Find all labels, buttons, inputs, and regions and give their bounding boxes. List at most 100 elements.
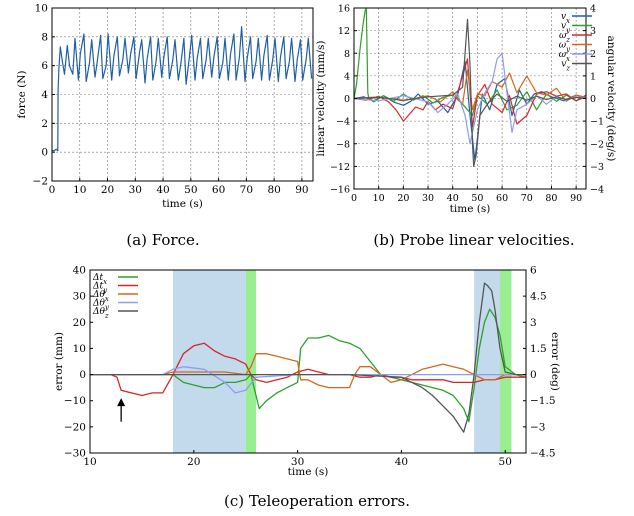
y2-tick-label: −1 xyxy=(590,117,604,128)
y-tick-label: 6 xyxy=(41,60,48,72)
series-line xyxy=(90,366,526,394)
y-tick-label: −10 xyxy=(64,395,86,407)
x-tick-label: 0 xyxy=(351,193,357,204)
legend-label: vx xyxy=(561,12,570,25)
x-tick-label: 40 xyxy=(447,193,459,204)
y2-tick-label: −1.5 xyxy=(530,395,556,407)
y-tick-label: 10 xyxy=(35,3,48,15)
x-tick-label: 50 xyxy=(184,184,197,196)
y2-tick-label: 0 xyxy=(530,369,537,381)
series-line xyxy=(90,308,527,423)
x-tick-label: 10 xyxy=(73,184,86,196)
x-tick-label: 90 xyxy=(570,193,582,204)
y2-tick-label: −3 xyxy=(530,421,545,433)
y-tick-label: 12 xyxy=(338,26,350,37)
series-line xyxy=(353,52,587,145)
x-tick-label: 70 xyxy=(240,184,253,196)
y-tick-label: −4 xyxy=(336,117,350,128)
series-line xyxy=(52,26,313,152)
y2-tick-label: −2 xyxy=(590,139,604,150)
y-tick-label: −8 xyxy=(336,139,350,150)
legend-label: Δθy xyxy=(92,299,110,312)
y-tick-label: −30 xyxy=(64,448,86,460)
x-tick-label: 30 xyxy=(291,456,304,468)
series-line xyxy=(90,282,526,433)
y2-tick-label: 2 xyxy=(590,49,596,60)
x-tick-label: 30 xyxy=(422,193,434,204)
y-tick-label: 16 xyxy=(338,4,350,15)
caption-b: (b) Probe linear velocities. xyxy=(373,231,574,249)
y2-tick-label: 4.5 xyxy=(530,291,547,303)
y2-tick-label: 1 xyxy=(590,71,596,82)
y-axis-label: linear velocity (mm/s) xyxy=(315,41,327,157)
x-tick-label: 10 xyxy=(373,193,385,204)
velocity-chart: 0 10 20 30 40 50 60 70 80 90−16−12−8−40481216−4−3… xyxy=(315,4,617,216)
y2-tick-label: 0 xyxy=(590,94,596,105)
x-tick-label: 80 xyxy=(545,193,557,204)
legend-label: vz xyxy=(561,60,570,73)
y2-tick-label: 1.5 xyxy=(530,343,547,355)
x-tick-label: 50 xyxy=(471,193,483,204)
y2-tick-label: −4 xyxy=(590,185,604,196)
y2-axis-label: angular velocity (deg/s) xyxy=(605,36,617,162)
plot-frame xyxy=(89,269,527,454)
y2-tick-label: −3 xyxy=(590,162,604,173)
x-tick-label: 80 xyxy=(267,184,280,196)
series-line xyxy=(353,69,587,111)
y-tick-label: 8 xyxy=(41,31,48,43)
shaded-region xyxy=(245,270,257,453)
y-tick-label: −20 xyxy=(64,421,86,433)
x-tick-label: 30 xyxy=(129,184,142,196)
y-tick-label: −16 xyxy=(330,185,350,196)
x-tick-label: 10 xyxy=(83,456,96,468)
x-tick-label: 40 xyxy=(395,456,408,468)
x-tick-label: 90 xyxy=(295,184,308,196)
y-tick-label: 4 xyxy=(41,89,48,101)
x-tick-label: 60 xyxy=(496,193,508,204)
series-line xyxy=(353,18,587,167)
series-line xyxy=(90,353,526,389)
y-tick-label: 30 xyxy=(73,291,86,303)
shaded-region xyxy=(173,270,246,453)
y-tick-label: 8 xyxy=(344,49,350,60)
y2-tick-label: 3 xyxy=(590,26,596,37)
y-tick-label: 0 xyxy=(41,147,48,159)
y-tick-label: 0 xyxy=(344,94,350,105)
x-tick-label: 20 xyxy=(101,184,114,196)
legend-label: ωy xyxy=(559,41,571,54)
x-tick-label: 0 xyxy=(49,184,56,196)
caption-c: (c) Teleoperation errors. xyxy=(224,492,410,510)
legend-label: Δθx xyxy=(92,290,109,303)
legend-label: Δθz xyxy=(92,307,109,320)
legend-label: Δtx xyxy=(92,273,107,286)
x-tick-label: 50 xyxy=(499,456,512,468)
y-tick-label: 0 xyxy=(79,369,86,381)
legend-label: ωz xyxy=(559,31,570,44)
x-tick-label: 20 xyxy=(397,193,409,204)
y-tick-label: −12 xyxy=(330,162,350,173)
series-line xyxy=(90,342,526,397)
y-axis-label: error (mm) xyxy=(53,332,65,391)
x-tick-label: 40 xyxy=(156,184,169,196)
y-tick-label: 20 xyxy=(73,317,86,329)
y2-tick-label: −4.5 xyxy=(530,448,556,460)
error-chart: 10 20 30 40 50 −30 −20 −10 0 10 20 30 40 −4.5 −3 −1.5 0 1… xyxy=(53,265,561,479)
shaded-region xyxy=(474,270,501,453)
y2-tick-label: 6 xyxy=(530,265,537,277)
x-tick-label: 20 xyxy=(187,456,200,468)
y-axis-label: force (N) xyxy=(16,70,28,118)
y-tick-label: 40 xyxy=(73,265,86,277)
x-axis-label: time (s) xyxy=(288,466,329,478)
shaded-region xyxy=(500,270,512,453)
x-tick-label: 70 xyxy=(521,193,533,204)
caption-a: (a) Force. xyxy=(126,231,199,249)
legend-label: ωx xyxy=(559,50,570,63)
legend-label: Δty xyxy=(92,282,108,295)
x-axis-label: time (s) xyxy=(162,198,203,210)
y-tick-label: 2 xyxy=(41,118,48,130)
y-tick-label: 10 xyxy=(73,343,86,355)
y-tick-label: 4 xyxy=(344,71,350,82)
y2-tick-label: 4 xyxy=(590,4,596,15)
